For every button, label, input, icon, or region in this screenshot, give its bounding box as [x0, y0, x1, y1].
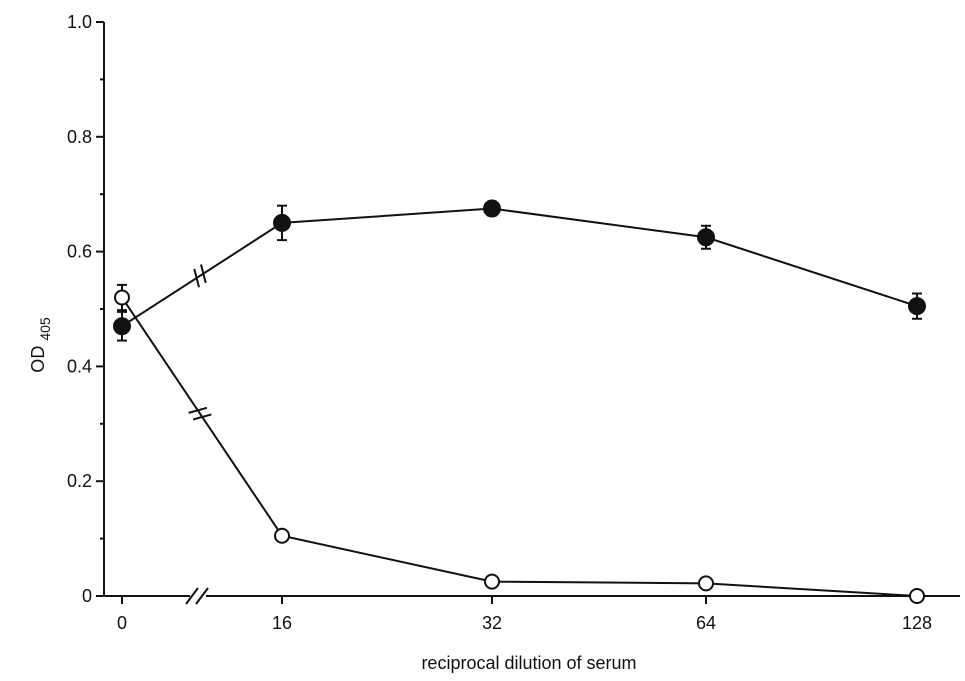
series-line: [121, 207, 918, 328]
y-ticks: 0 0.2 0.4 0.6 0.8 1.0: [67, 12, 104, 606]
x-axis: [104, 587, 960, 605]
x-axis-break-mark: [195, 587, 209, 605]
open-circle-point: [909, 588, 925, 604]
x-tick-label: 0: [117, 613, 127, 633]
axes: [103, 22, 960, 605]
open-circle-point: [698, 575, 714, 592]
y-tick-label: 0.6: [67, 242, 92, 262]
series-open: [114, 283, 925, 604]
series-break-mark: [193, 268, 200, 288]
y-axis-title-main: OD: [28, 346, 48, 373]
series-layer: [113, 199, 926, 604]
series-filled: [113, 199, 926, 342]
y-tick-label: 0.8: [67, 127, 92, 147]
series-line: [121, 296, 918, 597]
filled-circle-point: [113, 317, 131, 336]
x-axis-break-mark: [185, 587, 199, 605]
x-tick-label: 128: [902, 613, 932, 633]
open-circle-point: [274, 527, 290, 544]
x-tick-label: 32: [482, 613, 502, 633]
filled-circle-point: [908, 297, 926, 316]
y-tick-label: 0: [82, 586, 92, 606]
x-tick-label: 64: [696, 613, 716, 633]
series-break-mark: [188, 406, 208, 414]
filled-circle-point: [697, 228, 715, 247]
y-tick-label: 0.2: [67, 471, 92, 491]
x-tick-label: 16: [272, 613, 292, 633]
y-axis-title: OD 405: [28, 317, 53, 373]
open-circle-point: [484, 573, 500, 590]
y-tick-label: 0.4: [67, 356, 92, 376]
series-break-mark: [192, 413, 212, 421]
series-break-mark: [200, 264, 207, 284]
filled-circle-point: [273, 213, 291, 232]
filled-circle-point: [483, 199, 501, 218]
x-axis-title: reciprocal dilution of serum: [421, 653, 636, 673]
y-axis-title-subscript: 405: [37, 317, 53, 341]
open-circle-point: [114, 289, 130, 306]
y-tick-label: 1.0: [67, 12, 92, 32]
x-ticks: 0 16 32 64 128: [117, 596, 932, 633]
